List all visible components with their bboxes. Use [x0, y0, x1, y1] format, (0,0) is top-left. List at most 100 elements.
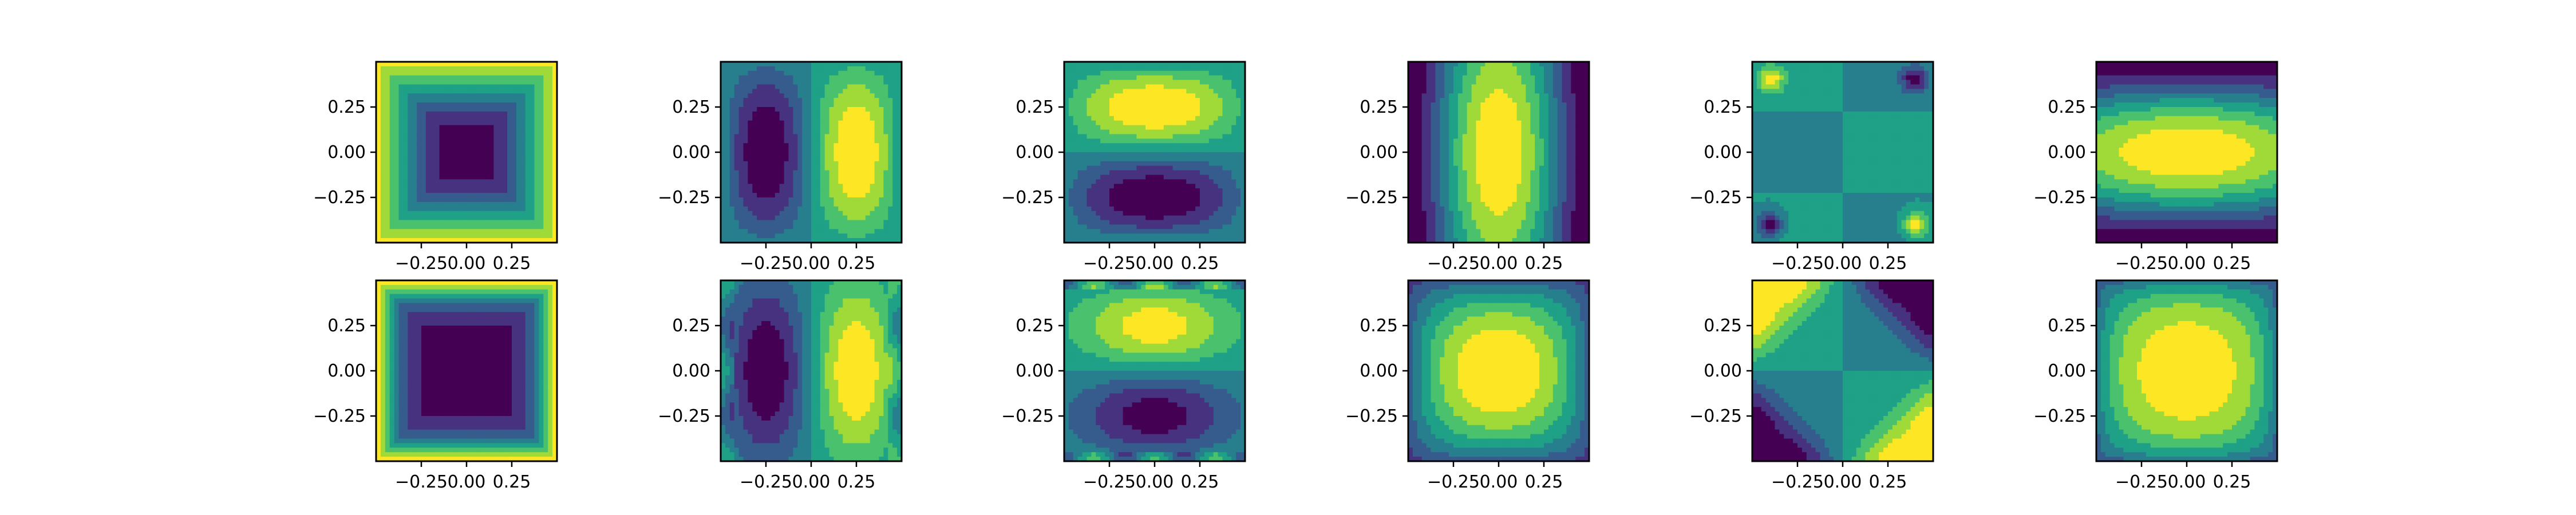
contour-cell: [539, 98, 544, 103]
contour-cell: [829, 116, 835, 121]
contour-cell: [897, 93, 902, 98]
contour-cell: [725, 120, 730, 126]
contour-cell: [879, 206, 884, 212]
contour-cell: [1182, 206, 1187, 212]
contour-cell: [784, 175, 789, 180]
contour-cell: [1240, 143, 1246, 148]
contour-cell: [503, 156, 508, 162]
contour-cell: [1168, 107, 1174, 112]
contour-cell: [761, 233, 767, 239]
contour-cell: [376, 161, 381, 167]
contour-cell: [434, 165, 440, 171]
contour-cell: [775, 156, 780, 162]
contour-cell: [860, 102, 866, 108]
contour-cell: [784, 188, 789, 193]
contour-cell: [897, 206, 902, 212]
contour-cell: [1417, 215, 1423, 221]
contour-cell: [1408, 93, 1413, 98]
contour-cell: [725, 197, 730, 203]
contour-cell: [389, 184, 395, 189]
contour-cell: [1141, 75, 1146, 81]
contour-cell: [503, 215, 508, 221]
contour-cell: [843, 184, 848, 189]
contour-cell: [1127, 62, 1133, 67]
contour-cell: [784, 165, 789, 171]
contour-cell: [1096, 120, 1101, 126]
contour-cell: [852, 66, 857, 72]
contour-cell: [439, 129, 445, 134]
contour-cell: [1163, 148, 1169, 153]
contour-cell: [403, 62, 408, 67]
contour-cell: [489, 116, 494, 121]
contour-cell: [453, 233, 458, 239]
contour-cell: [1145, 156, 1151, 162]
contour-cell: [734, 152, 740, 157]
contour-cell: [403, 84, 408, 89]
contour-cell: [1150, 156, 1155, 162]
contour-cell: [439, 107, 445, 112]
contour-cell: [1155, 165, 1160, 171]
contour-cell: [829, 125, 835, 130]
contour-cell: [1145, 193, 1151, 198]
contour-cell: [1068, 188, 1074, 193]
contour-cell: [421, 125, 426, 130]
contour-cell: [752, 120, 757, 126]
contour-cell: [1091, 116, 1096, 121]
contour-cell: [743, 125, 748, 130]
contour-cell: [865, 197, 871, 203]
contour-cell: [883, 233, 888, 239]
contour-cell: [534, 62, 539, 67]
contour-cell: [408, 165, 413, 171]
contour-cell: [1100, 107, 1105, 112]
contour-cell: [888, 148, 893, 153]
contour-cell: [385, 138, 390, 144]
contour-cell: [530, 229, 535, 234]
contour-cell: [766, 193, 771, 198]
contour-cell: [1145, 238, 1151, 243]
contour-cell: [1091, 80, 1096, 85]
contour-cell: [498, 179, 503, 184]
contour-cell: [775, 143, 780, 148]
contour-cell: [489, 134, 494, 139]
contour-cell: [766, 156, 771, 162]
contour-cell: [852, 148, 857, 153]
contour-cell: [520, 129, 526, 134]
contour-cell: [1100, 188, 1105, 193]
contour-cell: [1236, 179, 1241, 184]
contour-cell: [843, 215, 848, 221]
contour-cell: [471, 193, 476, 198]
contour-cell: [484, 80, 490, 85]
contour-cell: [471, 179, 476, 184]
contour-cell: [725, 211, 730, 216]
contour-cell: [1218, 143, 1223, 148]
contour-cell: [448, 197, 453, 203]
contour-cell: [1191, 224, 1196, 229]
contour-cell: [1213, 206, 1219, 212]
contour-cell: [865, 238, 871, 243]
contour-cell: [380, 111, 386, 117]
contour-cell: [870, 80, 875, 85]
contour-cell: [1086, 161, 1092, 167]
contour-cell: [843, 98, 848, 103]
contour-cell: [1231, 111, 1236, 117]
contour-cell: [1213, 161, 1219, 167]
contour-cell: [520, 175, 526, 180]
contour-cell: [766, 188, 771, 193]
contour-cell: [811, 201, 816, 207]
contour-cell: [520, 89, 526, 94]
contour-cell: [784, 62, 789, 67]
contour-cell: [408, 111, 413, 117]
contour-cell: [820, 98, 825, 103]
contour-cell: [552, 134, 558, 139]
contour-cell: [498, 224, 503, 229]
contour-cell: [417, 152, 422, 157]
contour-cell: [1191, 165, 1196, 171]
contour-cell: [820, 224, 825, 229]
contour-cell: [1204, 66, 1210, 72]
contour-cell: [421, 233, 426, 239]
contour-cell: [1200, 197, 1205, 203]
contour-cell: [788, 148, 793, 153]
contour-cell: [1109, 161, 1115, 167]
contour-cell: [1100, 70, 1105, 76]
contour-cell: [793, 193, 798, 198]
